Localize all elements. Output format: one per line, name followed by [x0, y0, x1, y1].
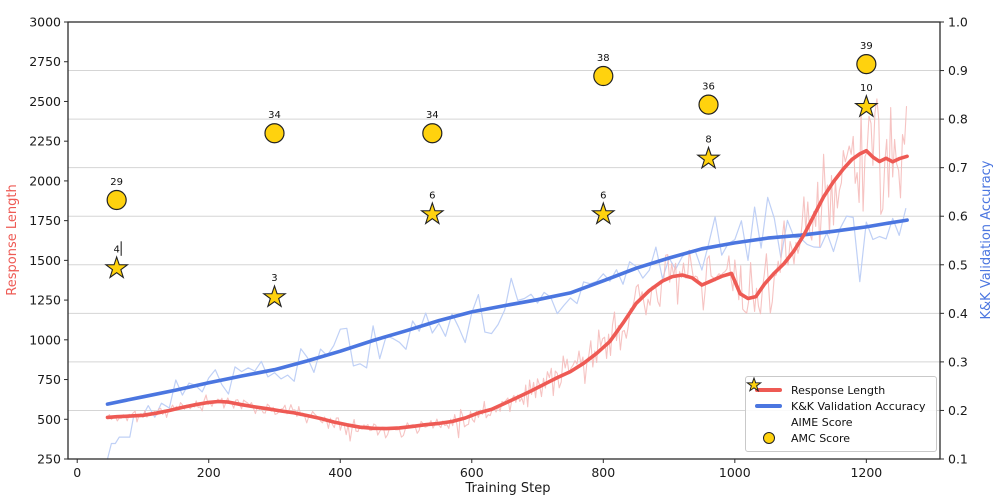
response-length-line-swatch — [755, 388, 782, 392]
left-tick-label: 1750 — [29, 213, 61, 228]
x-tick-label: 800 — [591, 465, 615, 480]
aime-star-marker — [590, 201, 616, 225]
marker-value-label: 3 — [271, 273, 277, 284]
aime-star-marker — [104, 255, 130, 279]
legend-item-amc: AMC Score — [755, 430, 926, 446]
legend-label: K&K Validation Accuracy — [791, 399, 926, 413]
left-tick-label: 2000 — [29, 173, 61, 188]
x-tick-label: 1000 — [719, 465, 751, 480]
right-tick-label: 1.0 — [948, 15, 968, 30]
left-tick-label: 1500 — [29, 253, 61, 268]
marker-value-label: 29 — [110, 177, 123, 188]
marker-value-label: 34 — [268, 110, 281, 121]
x-axis-title: Training Step — [464, 481, 550, 496]
left-tick-label: 1000 — [29, 332, 61, 347]
x-tick-label: 200 — [197, 465, 221, 480]
plot-border — [67, 21, 941, 460]
right-tick-label: 0.1 — [948, 452, 968, 467]
marker-value-label: 8 — [705, 135, 711, 146]
amc-circle-marker — [106, 189, 127, 211]
left-tick-label: 500 — [37, 412, 61, 427]
marker-value-label: 4 — [113, 244, 119, 255]
response-length-raw-line — [106, 98, 908, 442]
kk-accuracy-smooth-line — [105, 218, 909, 406]
legend-item-response-length: Response Length — [755, 382, 926, 398]
aime-star-marker — [419, 201, 445, 225]
x-tick-label: 400 — [328, 465, 352, 480]
amc-circle-marker — [698, 94, 719, 115]
right-tick-label: 0.2 — [948, 403, 968, 418]
marker-value-label: 38 — [597, 53, 610, 64]
left-axis-title: Response Length — [5, 184, 20, 295]
right-tick-label: 0.8 — [948, 112, 968, 127]
aime-star-marker — [853, 93, 879, 118]
right-tick-label: 0.9 — [948, 63, 968, 78]
marker-value-label: 34 — [426, 110, 439, 121]
marker-value-label: 6 — [600, 190, 606, 201]
circle-icon — [762, 432, 775, 444]
x-tick-label: 0 — [73, 465, 81, 480]
kk-accuracy-line-swatch — [755, 404, 782, 408]
x-tick-label: 1200 — [850, 465, 882, 480]
marker-value-label: 10 — [860, 83, 873, 94]
amc-circle-marker — [593, 65, 614, 87]
kk-accuracy-raw-line — [106, 196, 907, 460]
star-icon — [746, 377, 762, 392]
right-tick-label: 0.4 — [948, 306, 968, 321]
aime-star-marker — [696, 145, 721, 170]
left-tick-label: 2250 — [29, 134, 61, 149]
response-length-smooth-line — [105, 148, 909, 431]
right-axis-title: K&K Validation Accuracy — [979, 160, 994, 319]
left-tick-label: 2500 — [29, 94, 61, 109]
amc-circle-marker — [264, 123, 285, 144]
right-tick-label: 0.6 — [948, 209, 968, 224]
right-tick-label: 0.5 — [948, 257, 968, 272]
left-tick-label: 2750 — [29, 54, 61, 69]
aime-star-marker — [262, 284, 287, 308]
marker-value-label: 39 — [860, 41, 873, 52]
marker-value-label: 6 — [429, 190, 435, 201]
legend-label: Response Length — [791, 383, 886, 397]
legend: Response Length K&K Validation Accuracy … — [745, 376, 937, 452]
legend-label: AIME Score — [791, 415, 853, 429]
left-tick-label: 1250 — [29, 293, 61, 308]
left-tick-label: 750 — [37, 372, 61, 387]
right-tick-label: 0.3 — [948, 354, 968, 369]
legend-item-kk-accuracy: K&K Validation Accuracy — [755, 398, 926, 414]
left-tick-label: 3000 — [29, 15, 61, 30]
marker-value-label: 36 — [702, 82, 715, 93]
legend-item-aime: AIME Score — [746, 377, 926, 430]
amc-circle-marker — [422, 123, 443, 144]
left-tick-label: 250 — [37, 452, 61, 467]
legend-label: AMC Score — [791, 431, 851, 445]
right-tick-label: 0.7 — [948, 160, 968, 175]
amc-circle-marker — [856, 54, 877, 75]
x-tick-label: 600 — [460, 465, 484, 480]
